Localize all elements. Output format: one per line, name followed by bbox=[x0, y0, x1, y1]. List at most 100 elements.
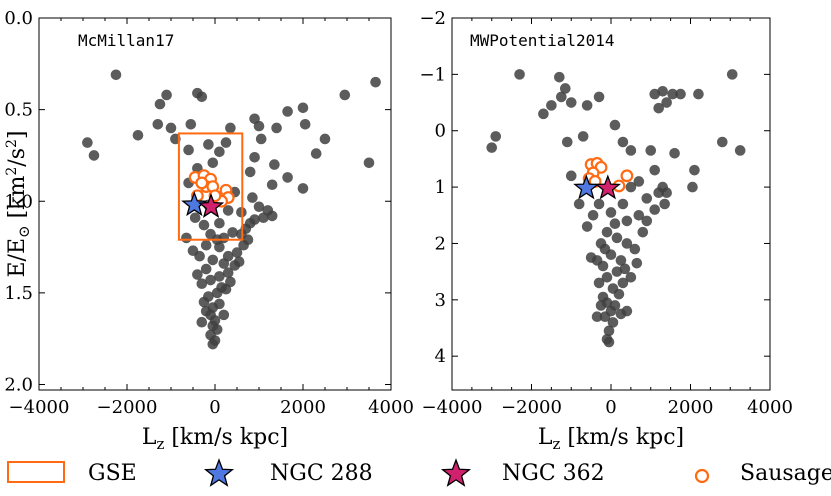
star-point bbox=[216, 282, 227, 293]
x-axis-label: Lz [km/s kpc] bbox=[142, 425, 288, 453]
star-point bbox=[203, 139, 214, 150]
star-point bbox=[653, 102, 664, 114]
x-tick-label: −4000 bbox=[9, 397, 70, 418]
star-point bbox=[218, 309, 230, 321]
star-point bbox=[591, 311, 603, 323]
star-point bbox=[734, 145, 746, 156]
legend-sausage-marker bbox=[694, 468, 710, 484]
star-point bbox=[205, 274, 216, 286]
star-point bbox=[200, 263, 212, 275]
star-point bbox=[603, 336, 615, 348]
legend-ngc362-star bbox=[440, 458, 472, 487]
star-point bbox=[299, 118, 311, 130]
star-point bbox=[609, 119, 621, 131]
legend-gse-label: GSE bbox=[88, 461, 137, 486]
star-point bbox=[198, 219, 210, 231]
star-point bbox=[657, 85, 668, 97]
star-point bbox=[207, 157, 219, 169]
ngc288-star bbox=[181, 191, 208, 217]
star-point bbox=[661, 97, 672, 108]
star-point bbox=[269, 159, 280, 170]
star-point bbox=[247, 192, 258, 203]
ngc362-star bbox=[594, 174, 621, 200]
star-point bbox=[649, 88, 661, 100]
star-point bbox=[214, 298, 225, 310]
star-point bbox=[132, 129, 144, 141]
y-tick-label: 2.0 bbox=[4, 375, 33, 396]
star-point bbox=[200, 305, 212, 317]
x-tick-label: −2000 bbox=[97, 397, 158, 418]
legend-sausage-label: Sausage bbox=[740, 461, 831, 486]
star-point bbox=[565, 170, 577, 182]
y-tick-label: 0.0 bbox=[4, 8, 33, 29]
star-point bbox=[605, 207, 617, 218]
star-point bbox=[220, 137, 232, 148]
star-point bbox=[629, 243, 641, 255]
star-point bbox=[266, 210, 278, 222]
star-point bbox=[717, 136, 728, 148]
star-point bbox=[585, 252, 597, 263]
y-tick-label: 0.5 bbox=[4, 100, 33, 121]
x-tick-label: −4000 bbox=[422, 397, 483, 418]
star-point bbox=[490, 131, 502, 142]
star-point bbox=[310, 148, 322, 159]
star-point bbox=[599, 311, 611, 323]
y-tick-label: −2 bbox=[419, 8, 446, 29]
star-point bbox=[637, 226, 649, 238]
star-point bbox=[185, 118, 197, 130]
star-point bbox=[110, 69, 122, 81]
star-point bbox=[611, 266, 623, 277]
star-point bbox=[726, 69, 738, 80]
star-point bbox=[573, 198, 585, 210]
star-point bbox=[82, 137, 93, 148]
star-point bbox=[266, 179, 278, 191]
star-point bbox=[222, 205, 234, 216]
star-point bbox=[633, 176, 645, 187]
star-point bbox=[207, 338, 219, 350]
star-point bbox=[617, 198, 629, 210]
legend-ngc288-star bbox=[203, 458, 235, 487]
star-point bbox=[183, 144, 194, 156]
star-point bbox=[165, 122, 177, 134]
star-point bbox=[152, 118, 164, 130]
star-point bbox=[641, 215, 653, 227]
star-point bbox=[233, 256, 245, 268]
star-point bbox=[214, 146, 225, 158]
star-point bbox=[271, 122, 282, 134]
ngc362-star bbox=[197, 192, 225, 218]
star-point bbox=[653, 187, 664, 199]
star-point bbox=[282, 172, 293, 183]
star-point bbox=[599, 243, 611, 255]
star-point bbox=[189, 212, 201, 224]
star-point bbox=[621, 305, 633, 317]
star-point bbox=[689, 164, 700, 176]
star-point bbox=[514, 69, 525, 80]
x-tick-label: 2000 bbox=[668, 397, 714, 418]
star-point bbox=[559, 83, 571, 94]
panel-title: McMillan17 bbox=[78, 31, 174, 50]
star-point bbox=[222, 267, 234, 279]
star-point bbox=[617, 277, 629, 289]
legend-ngc288-label: NGC 288 bbox=[270, 461, 373, 486]
star-point bbox=[556, 91, 567, 103]
star-point bbox=[625, 181, 637, 193]
star-point bbox=[319, 133, 331, 145]
star-point bbox=[249, 151, 260, 163]
star-point bbox=[565, 97, 577, 108]
star-point bbox=[613, 288, 625, 300]
panel-mcmillan17: −4000 −2000 0 2000 4000 0.0 0.5 1.0 1.5 2.0 McMil… bbox=[4, 8, 414, 453]
x-tick-label: 0 bbox=[605, 397, 616, 418]
star-point bbox=[194, 250, 205, 262]
star-point bbox=[619, 263, 631, 275]
star-point bbox=[577, 131, 589, 142]
ngc288-star bbox=[573, 174, 600, 200]
y-tick-label: 2 bbox=[435, 233, 446, 254]
star-point bbox=[214, 217, 225, 229]
star-point bbox=[631, 257, 643, 269]
star-point bbox=[659, 198, 670, 210]
legend-ngc362-label: NGC 362 bbox=[502, 461, 605, 486]
star-point bbox=[667, 88, 678, 100]
star-point bbox=[693, 88, 704, 100]
star-point bbox=[154, 98, 166, 110]
star-point bbox=[370, 76, 381, 88]
